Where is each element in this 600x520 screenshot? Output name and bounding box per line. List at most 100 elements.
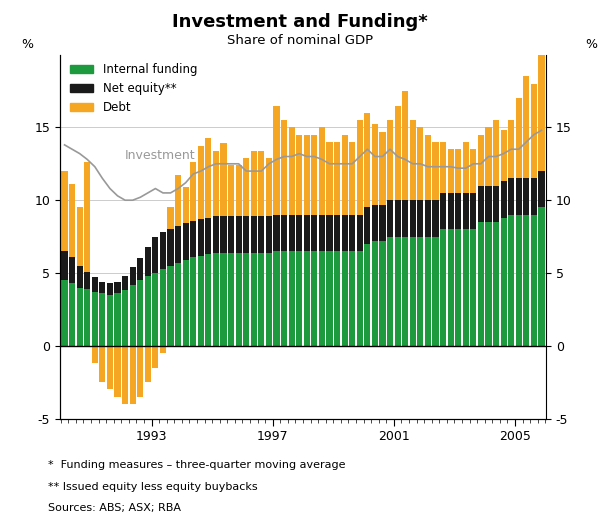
Bar — [515, 98, 522, 178]
Bar — [99, 346, 106, 382]
Bar — [326, 142, 332, 215]
Bar — [425, 200, 431, 237]
Bar — [448, 193, 454, 229]
Bar — [167, 266, 173, 346]
Bar — [266, 253, 272, 346]
Bar — [130, 346, 136, 404]
Bar — [198, 255, 204, 346]
Bar — [145, 247, 151, 276]
Bar — [372, 204, 378, 241]
Bar — [137, 280, 143, 346]
Bar — [311, 251, 317, 346]
Bar — [236, 165, 242, 216]
Bar — [341, 135, 348, 215]
Bar — [379, 204, 386, 241]
Bar — [364, 244, 370, 346]
Bar — [220, 253, 227, 346]
Bar — [417, 200, 424, 237]
Bar — [531, 215, 537, 346]
Bar — [251, 253, 257, 346]
Bar — [440, 142, 446, 193]
Bar — [470, 149, 476, 193]
Bar — [463, 193, 469, 229]
Bar — [61, 171, 68, 251]
Text: Investment and Funding*: Investment and Funding* — [172, 13, 428, 31]
Bar — [182, 260, 189, 346]
Bar — [251, 216, 257, 253]
Bar — [266, 158, 272, 216]
Bar — [205, 138, 211, 218]
Bar — [372, 124, 378, 204]
Bar — [440, 229, 446, 346]
Bar — [122, 276, 128, 291]
Bar — [515, 178, 522, 215]
Bar — [470, 229, 476, 346]
Text: %: % — [21, 38, 33, 51]
Bar — [470, 193, 476, 229]
Bar — [485, 222, 491, 346]
Bar — [251, 151, 257, 216]
Bar — [387, 200, 393, 237]
Bar — [84, 289, 91, 346]
Bar — [274, 251, 280, 346]
Bar — [311, 135, 317, 215]
Bar — [538, 171, 545, 207]
Bar — [107, 346, 113, 389]
Bar — [500, 131, 507, 181]
Bar — [77, 207, 83, 266]
Bar — [395, 200, 401, 237]
Bar — [228, 216, 234, 253]
Bar — [115, 282, 121, 293]
Bar — [190, 162, 196, 220]
Text: Sources: ABS; ASX; RBA: Sources: ABS; ASX; RBA — [48, 503, 181, 513]
Bar — [341, 251, 348, 346]
Bar — [115, 293, 121, 346]
Bar — [243, 158, 250, 216]
Bar — [485, 127, 491, 186]
Bar — [440, 193, 446, 229]
Bar — [478, 135, 484, 186]
Bar — [190, 220, 196, 257]
Bar — [433, 200, 439, 237]
Bar — [493, 120, 499, 186]
Bar — [326, 251, 332, 346]
Bar — [508, 215, 514, 346]
Bar — [145, 276, 151, 346]
Bar — [478, 186, 484, 222]
Bar — [334, 215, 340, 251]
Bar — [77, 266, 83, 288]
Bar — [493, 186, 499, 222]
Bar — [395, 237, 401, 346]
Bar — [213, 216, 219, 253]
Bar — [523, 76, 529, 178]
Bar — [167, 207, 173, 229]
Bar — [304, 251, 310, 346]
Text: *  Funding measures – three-quarter moving average: * Funding measures – three-quarter movin… — [48, 460, 346, 470]
Bar — [493, 222, 499, 346]
Legend: Internal funding, Net equity**, Debt: Internal funding, Net equity**, Debt — [65, 58, 202, 119]
Bar — [137, 346, 143, 397]
Bar — [289, 127, 295, 215]
Bar — [160, 346, 166, 353]
Bar — [198, 219, 204, 255]
Bar — [61, 251, 68, 280]
Text: Share of nominal GDP: Share of nominal GDP — [227, 34, 373, 47]
Bar — [213, 253, 219, 346]
Bar — [152, 273, 158, 346]
Bar — [92, 346, 98, 363]
Bar — [531, 178, 537, 215]
Bar — [296, 135, 302, 215]
Bar — [341, 215, 348, 251]
Bar — [160, 232, 166, 269]
Bar — [77, 288, 83, 346]
Bar — [175, 263, 181, 346]
Bar — [92, 277, 98, 292]
Bar — [379, 241, 386, 346]
Bar — [402, 200, 409, 237]
Bar — [198, 146, 204, 219]
Bar — [349, 215, 355, 251]
Bar — [289, 251, 295, 346]
Bar — [455, 149, 461, 193]
Bar — [296, 251, 302, 346]
Bar — [425, 237, 431, 346]
